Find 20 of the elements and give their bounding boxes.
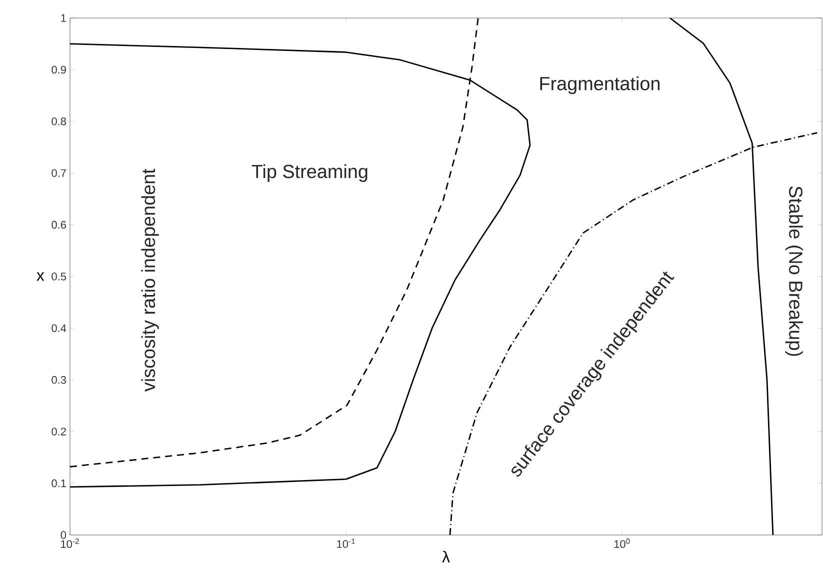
y-tick-label: 0.8	[52, 118, 66, 126]
x-axis-title: λ	[442, 550, 450, 562]
x-tick-label: 10$^{-2}$	[61, 538, 79, 548]
y-tick-label: 0	[60, 531, 66, 539]
y-tick-label: 0.2	[52, 428, 66, 436]
y-tick-label: 0.3	[52, 376, 66, 384]
x-tick-label: 10$^{-1}$	[337, 538, 355, 548]
annotation: Tip Streaming	[252, 164, 368, 182]
y-tick-label: 0.6	[52, 220, 66, 229]
y-tick-label: 1	[61, 14, 66, 22]
x-tick-label: 10$^{0}$	[614, 538, 630, 548]
y-tick-label: 0.1	[52, 479, 66, 488]
annotation: Fragmentation	[540, 76, 660, 94]
y-axis-title: x	[36, 272, 44, 281]
y-tick-label: 0.4	[52, 324, 66, 332]
y-tick-label: 0.5	[52, 272, 66, 280]
annotation: Stable (No Breakup)	[785, 186, 803, 356]
y-tick-label: 0.7	[52, 169, 66, 177]
annotation: viscosity ratio independent	[141, 168, 159, 392]
y-tick-label: 0.9	[52, 66, 66, 74]
